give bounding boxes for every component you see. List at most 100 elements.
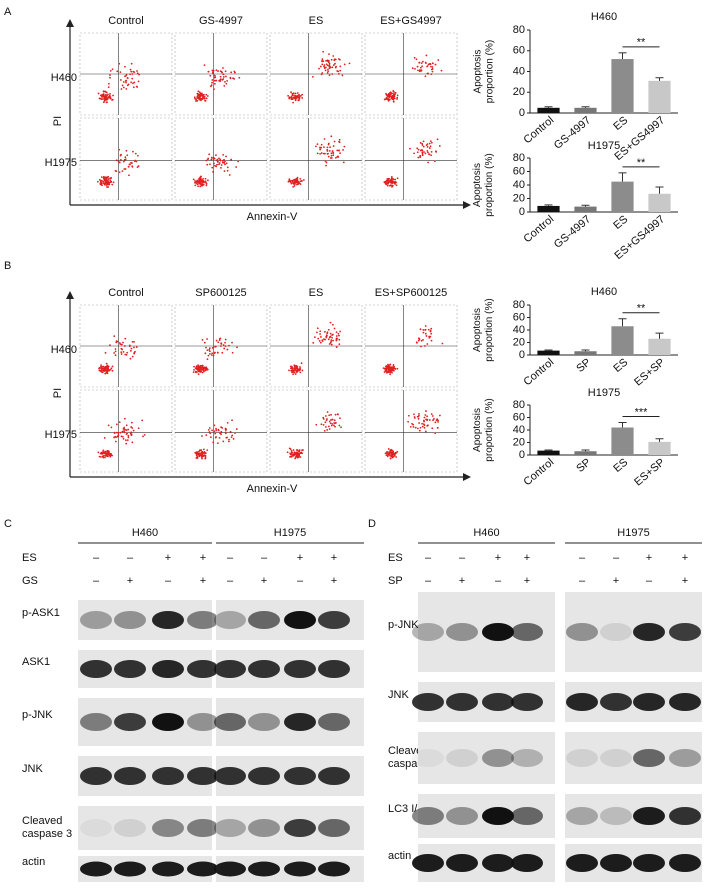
cytometry-dot (201, 457, 203, 460)
cytometry-dot (316, 327, 319, 330)
bar (537, 450, 560, 455)
cytometry-dot (299, 178, 302, 180)
cytometry-dot (110, 367, 113, 370)
cytometry-dot (222, 440, 225, 443)
cytometry-dot (207, 70, 210, 73)
cytometry-dot (426, 425, 429, 427)
cytometry-dot (211, 347, 214, 349)
cytometry-dot (215, 79, 218, 82)
y-tick-label: 0 (519, 107, 525, 119)
blot-band (482, 693, 514, 711)
cytometry-dot (104, 372, 107, 375)
x-tick-label: ES (611, 356, 630, 375)
cytometry-dot (130, 431, 133, 434)
cytometry-dot (216, 442, 219, 445)
cytometry-dot (130, 421, 133, 424)
y-axis-label: Apoptosis proportion (%) (472, 153, 495, 217)
x-tick-label: Control (521, 213, 556, 245)
cytometry-dot (436, 418, 439, 421)
cytometry-dot (298, 95, 301, 98)
blot-band (214, 713, 246, 731)
cytometry-plot (364, 389, 458, 473)
cytometry-dot (231, 434, 234, 437)
cytometry-dot (387, 180, 390, 182)
cytometry-dot (294, 457, 297, 460)
cytometry-dot (108, 369, 111, 372)
cytometry-dot (383, 371, 386, 373)
cytometry-dot (208, 350, 211, 353)
x-tick-label: Control (521, 456, 556, 488)
cytometry-dot (214, 432, 217, 435)
cytometry-dot (132, 70, 135, 73)
cytometry-dot (421, 148, 423, 151)
cytometry-dot (209, 432, 212, 435)
cytometry-dot (133, 81, 136, 84)
cytometry-dot (324, 66, 327, 69)
cytometry-dot (226, 436, 228, 439)
x-tick-label: ES (611, 213, 630, 232)
blot-background (418, 732, 555, 784)
cytometry-dot (135, 346, 138, 348)
treatment-sign: + (331, 575, 337, 587)
blot-band (511, 807, 543, 825)
protein-label-box: p-JNK (388, 619, 419, 631)
cytometry-dot (430, 150, 433, 153)
cytometry-dot (418, 61, 421, 64)
cytometry-dot (219, 345, 222, 347)
cytometry-dot (202, 448, 205, 451)
cytometry-dot (117, 431, 120, 434)
cytometry-dot (386, 371, 389, 374)
cytometry-dot (342, 149, 344, 151)
cytometry-dot (293, 179, 296, 181)
y-tick-label: 20 (513, 436, 525, 448)
cytometry-dot (424, 414, 427, 416)
blot-band (214, 861, 246, 877)
protein-label: p-JNK (388, 619, 419, 631)
cytometry-dot (296, 176, 299, 179)
cytometry-dot (330, 135, 333, 138)
cytometry-dot (427, 63, 430, 66)
treatment-sign: + (613, 575, 619, 587)
blot-band (318, 819, 350, 837)
cytometry-dot (427, 151, 429, 154)
cytometry-dot (208, 347, 211, 350)
cytometry-dot (110, 453, 113, 456)
cytometry-dot (228, 174, 231, 176)
cytometry-dot (109, 97, 112, 100)
cytometry-dot (287, 94, 290, 97)
cytometry-dot (319, 333, 321, 335)
cytometry-dot (207, 354, 210, 357)
cytometry-dot (417, 417, 420, 420)
treatment-sign: + (682, 552, 688, 564)
cytometry-dot (99, 94, 102, 97)
treatment-sign: – (93, 552, 100, 564)
blot-band (446, 623, 478, 641)
cytometry-dot (416, 65, 419, 68)
cytometry-dot (192, 371, 195, 374)
cytometry-dot (412, 425, 415, 428)
cytometry-dot (430, 327, 433, 330)
cytometry-dot (214, 82, 216, 85)
cytometry-dot (338, 149, 340, 152)
y-tick-label: 20 (513, 192, 525, 204)
cytometry-dot (384, 452, 387, 455)
protein-label-box: actin (388, 850, 411, 862)
blot-band (511, 854, 543, 872)
cytometry-dot (197, 90, 200, 93)
treatment-sign: + (459, 575, 465, 587)
cytometry-dot (211, 81, 213, 84)
panel-label: C (4, 518, 12, 530)
cytometry-dot (122, 86, 125, 89)
cytometry-dot (127, 434, 130, 437)
cytometry-dot (96, 180, 99, 183)
blot-band (318, 660, 350, 678)
cytometry-dot (327, 328, 330, 331)
cytometry-dot (204, 352, 207, 355)
cytometry-dot (289, 452, 292, 455)
cytometry-dot (196, 97, 199, 99)
cytometry-dot (318, 340, 321, 342)
cytometry-dot (390, 448, 393, 451)
bar (537, 107, 560, 113)
cytometry-dot (122, 341, 124, 344)
cytometry-dot (101, 95, 104, 98)
